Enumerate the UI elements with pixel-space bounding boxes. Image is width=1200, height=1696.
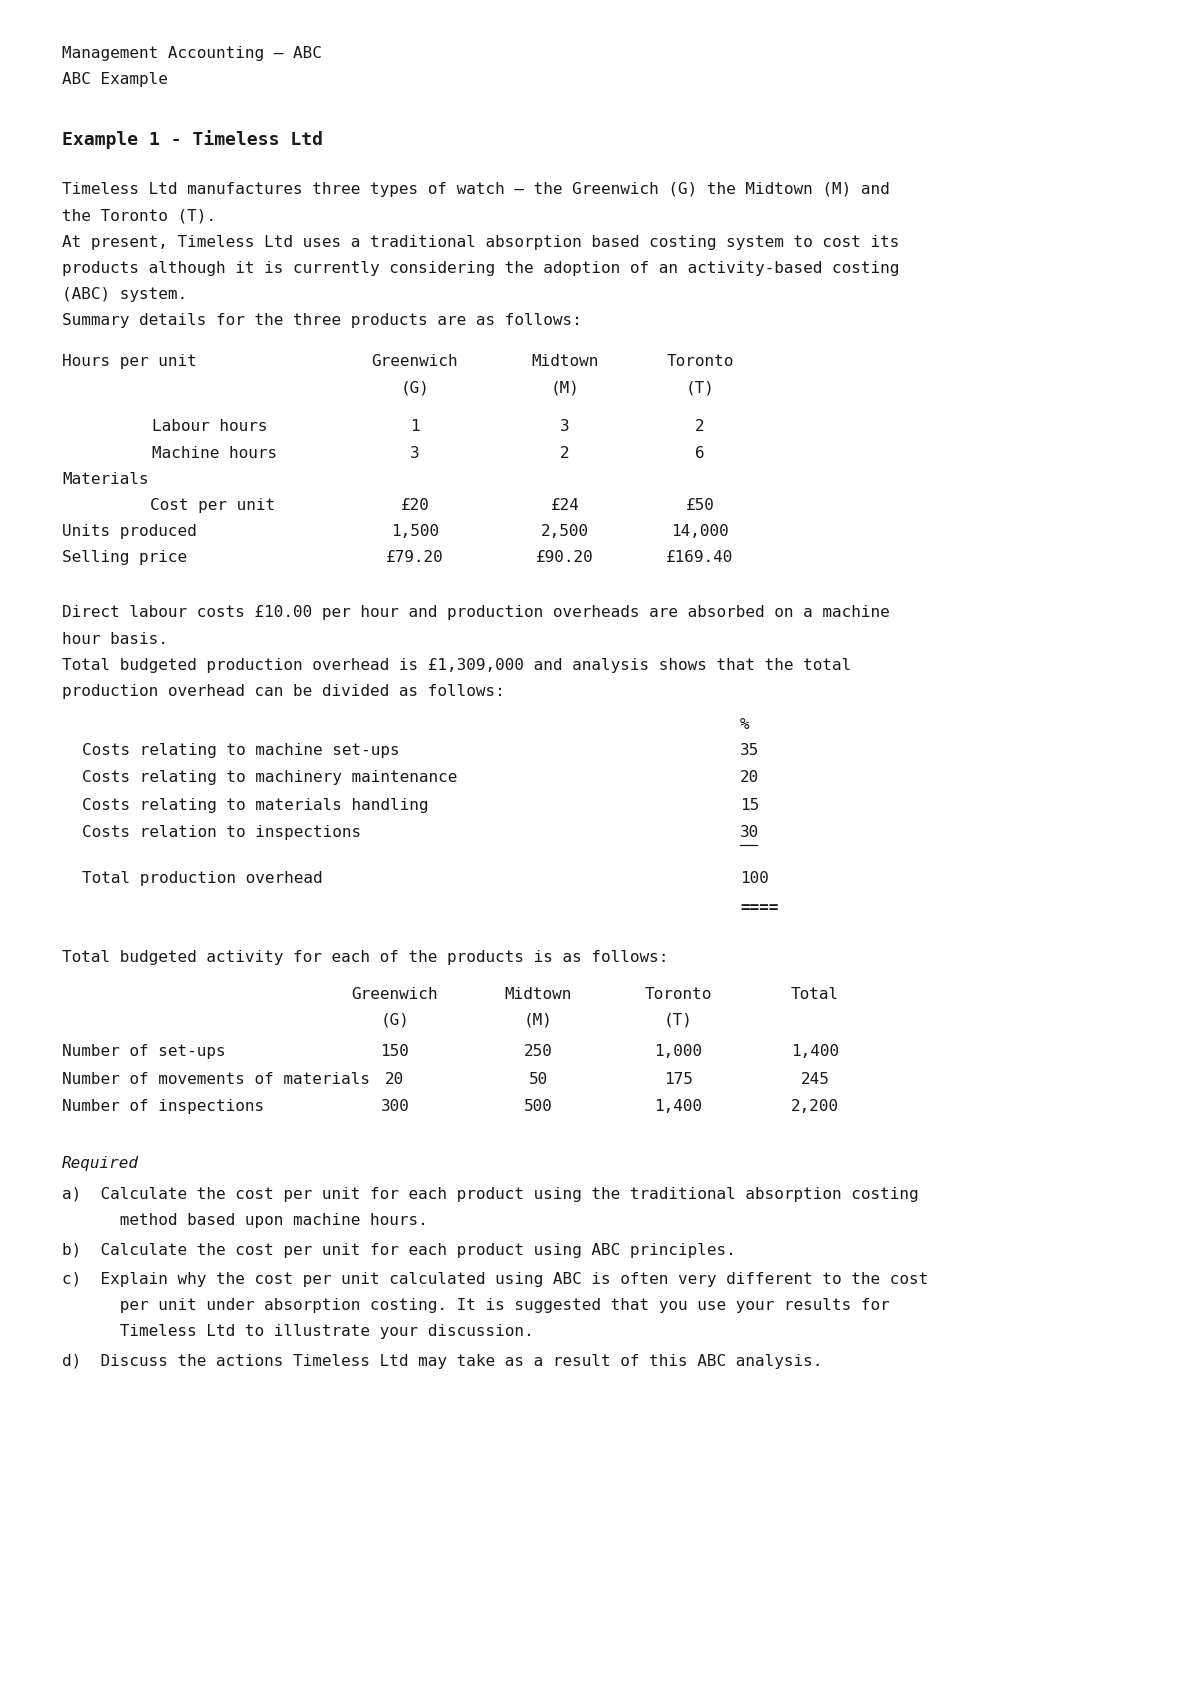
Text: Summary details for the three products are as follows:: Summary details for the three products a… <box>62 314 582 329</box>
Text: c)  Explain why the cost per unit calculated using ABC is often very different t: c) Explain why the cost per unit calcula… <box>62 1272 929 1287</box>
Text: 300: 300 <box>380 1099 409 1114</box>
Text: Number of inspections: Number of inspections <box>62 1099 264 1114</box>
Text: Selling price: Selling price <box>62 550 187 565</box>
Text: (G): (G) <box>401 380 430 395</box>
Text: Labour hours: Labour hours <box>152 419 268 434</box>
Text: £79.20: £79.20 <box>386 550 444 565</box>
Text: per unit under absorption costing. It is suggested that you use your results for: per unit under absorption costing. It is… <box>62 1297 889 1313</box>
Text: (G): (G) <box>380 1013 409 1028</box>
Text: 2: 2 <box>560 446 570 461</box>
Text: 2,500: 2,500 <box>541 524 589 539</box>
Text: £20: £20 <box>401 499 430 512</box>
Text: 30: 30 <box>740 826 760 841</box>
Text: Materials: Materials <box>62 471 149 487</box>
Text: %: % <box>740 717 750 731</box>
Text: ABC Example: ABC Example <box>62 73 168 86</box>
Text: Units produced: Units produced <box>62 524 197 539</box>
Text: Midtown: Midtown <box>504 987 571 1002</box>
Text: Costs relation to inspections: Costs relation to inspections <box>82 826 361 841</box>
Text: At present, Timeless Ltd uses a traditional absorption based costing system to c: At present, Timeless Ltd uses a traditio… <box>62 234 899 249</box>
Text: 2,200: 2,200 <box>791 1099 839 1114</box>
Text: Required: Required <box>62 1155 139 1170</box>
Text: Total: Total <box>791 987 839 1002</box>
Text: production overhead can be divided as follows:: production overhead can be divided as fo… <box>62 683 505 699</box>
Text: (M): (M) <box>523 1013 552 1028</box>
Text: (ABC) system.: (ABC) system. <box>62 287 187 302</box>
Text: Cost per unit: Cost per unit <box>150 499 275 512</box>
Text: ====: ==== <box>740 901 779 916</box>
Text: Greenwich: Greenwich <box>352 987 438 1002</box>
Text: 20: 20 <box>740 770 760 785</box>
Text: method based upon machine hours.: method based upon machine hours. <box>62 1213 427 1228</box>
Text: Costs relating to materials handling: Costs relating to materials handling <box>82 797 428 812</box>
Text: Greenwich: Greenwich <box>372 354 458 368</box>
Text: a)  Calculate the cost per unit for each product using the traditional absorptio: a) Calculate the cost per unit for each … <box>62 1187 919 1202</box>
Text: 6: 6 <box>695 446 704 461</box>
Text: 150: 150 <box>380 1045 409 1060</box>
Text: Number of set-ups: Number of set-ups <box>62 1045 226 1060</box>
Text: £90.20: £90.20 <box>536 550 594 565</box>
Text: Direct labour costs £10.00 per hour and production overheads are absorbed on a m: Direct labour costs £10.00 per hour and … <box>62 605 889 621</box>
Text: 1: 1 <box>410 419 420 434</box>
Text: 14,000: 14,000 <box>671 524 728 539</box>
Text: b)  Calculate the cost per unit for each product using ABC principles.: b) Calculate the cost per unit for each … <box>62 1243 736 1257</box>
Text: 15: 15 <box>740 797 760 812</box>
Text: 100: 100 <box>740 872 769 887</box>
Text: Costs relating to machinery maintenance: Costs relating to machinery maintenance <box>82 770 457 785</box>
Text: 175: 175 <box>664 1072 692 1087</box>
Text: Midtown: Midtown <box>532 354 599 368</box>
Text: Toronto: Toronto <box>666 354 733 368</box>
Text: 1,500: 1,500 <box>391 524 439 539</box>
Text: (T): (T) <box>664 1013 692 1028</box>
Text: Management Accounting – ABC: Management Accounting – ABC <box>62 46 322 61</box>
Text: 3: 3 <box>410 446 420 461</box>
Text: (T): (T) <box>685 380 714 395</box>
Text: 250: 250 <box>523 1045 552 1060</box>
Text: £24: £24 <box>551 499 580 512</box>
Text: Total budgeted production overhead is £1,309,000 and analysis shows that the tot: Total budgeted production overhead is £1… <box>62 658 851 673</box>
Text: £50: £50 <box>685 499 714 512</box>
Text: 2: 2 <box>695 419 704 434</box>
Text: 35: 35 <box>740 743 760 758</box>
Text: 3: 3 <box>560 419 570 434</box>
Text: products although it is currently considering the adoption of an activity-based : products although it is currently consid… <box>62 261 899 276</box>
Text: 1,000: 1,000 <box>654 1045 702 1060</box>
Text: Costs relating to machine set-ups: Costs relating to machine set-ups <box>82 743 400 758</box>
Text: Timeless Ltd to illustrate your discussion.: Timeless Ltd to illustrate your discussi… <box>62 1325 534 1340</box>
Text: Example 1 - Timeless Ltd: Example 1 - Timeless Ltd <box>62 131 323 149</box>
Text: 1,400: 1,400 <box>654 1099 702 1114</box>
Text: d)  Discuss the actions Timeless Ltd may take as a result of this ABC analysis.: d) Discuss the actions Timeless Ltd may … <box>62 1353 822 1369</box>
Text: the Toronto (T).: the Toronto (T). <box>62 209 216 224</box>
Text: Machine hours: Machine hours <box>152 446 277 461</box>
Text: Hours per unit: Hours per unit <box>62 354 197 368</box>
Text: (M): (M) <box>551 380 580 395</box>
Text: hour basis.: hour basis. <box>62 631 168 646</box>
Text: Timeless Ltd manufactures three types of watch – the Greenwich (G) the Midtown (: Timeless Ltd manufactures three types of… <box>62 181 889 197</box>
Text: 500: 500 <box>523 1099 552 1114</box>
Text: £169.40: £169.40 <box>666 550 733 565</box>
Text: 245: 245 <box>800 1072 829 1087</box>
Text: Total budgeted activity for each of the products is as follows:: Total budgeted activity for each of the … <box>62 950 668 965</box>
Text: 1,400: 1,400 <box>791 1045 839 1060</box>
Text: Total production overhead: Total production overhead <box>82 872 323 887</box>
Text: 20: 20 <box>385 1072 404 1087</box>
Text: Toronto: Toronto <box>644 987 712 1002</box>
Text: 50: 50 <box>528 1072 547 1087</box>
Text: Number of movements of materials: Number of movements of materials <box>62 1072 370 1087</box>
